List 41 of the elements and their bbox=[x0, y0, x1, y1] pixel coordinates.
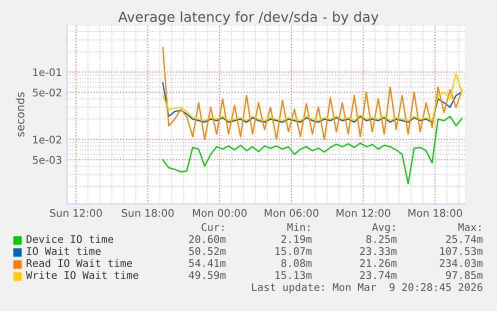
text: 97.85m bbox=[446, 271, 483, 280]
text: 15.07m bbox=[276, 247, 312, 256]
y-tick-label: 5e-02 bbox=[32, 88, 62, 96]
text: 234.03m bbox=[440, 259, 483, 268]
text: 25.74m bbox=[446, 235, 483, 244]
line-series bbox=[162, 46, 463, 140]
line-series bbox=[162, 72, 463, 122]
text: 23.33m bbox=[360, 247, 397, 256]
legend-label: Read IO Wait time bbox=[26, 258, 132, 268]
text: 20.60m bbox=[189, 235, 226, 244]
text: Cur: bbox=[202, 223, 224, 232]
text: 21.26m bbox=[360, 259, 397, 268]
text: Max: bbox=[458, 223, 480, 232]
y-tick-label: 1e-02 bbox=[33, 136, 62, 144]
text: 107.53m bbox=[440, 247, 483, 256]
chart-title: Average latency for /dev/sda - by day bbox=[118, 11, 378, 25]
text: 8.25m bbox=[366, 235, 397, 244]
x-tick-label: Sun 12:00 bbox=[50, 209, 102, 217]
legend-label: Device IO time bbox=[26, 234, 114, 244]
y-axis-title: seconds bbox=[16, 92, 24, 137]
legend-label: Write IO Wait time bbox=[26, 270, 138, 280]
line-series bbox=[162, 116, 463, 184]
legend-label: IO Wait time bbox=[27, 246, 101, 256]
x-tick-label: Mon 12:00 bbox=[336, 209, 390, 217]
text: 54.41m bbox=[189, 259, 226, 268]
text: 15.13m bbox=[276, 271, 312, 280]
x-tick-label: Mon 18:00 bbox=[408, 209, 462, 217]
text: Avg: bbox=[372, 223, 394, 234]
y-tick-label: 1e-01 bbox=[33, 68, 62, 76]
text: Last update: Mon Mar 9 20:28:45 2026 bbox=[252, 282, 482, 294]
x-tick-label: Mon 00:00 bbox=[192, 209, 247, 217]
text: 23.74m bbox=[360, 271, 397, 280]
x-tick-label: Mon 06:00 bbox=[264, 209, 318, 217]
text: 8.08m bbox=[281, 259, 312, 268]
line-series bbox=[162, 82, 463, 123]
text: 50.52m bbox=[189, 247, 226, 256]
text: Min: bbox=[287, 222, 310, 231]
x-tick-label: Sun 18:00 bbox=[122, 209, 174, 217]
text: 2.19m bbox=[281, 235, 312, 244]
text: 49.59m bbox=[188, 271, 226, 280]
y-tick-label: 5e-03 bbox=[32, 156, 62, 164]
